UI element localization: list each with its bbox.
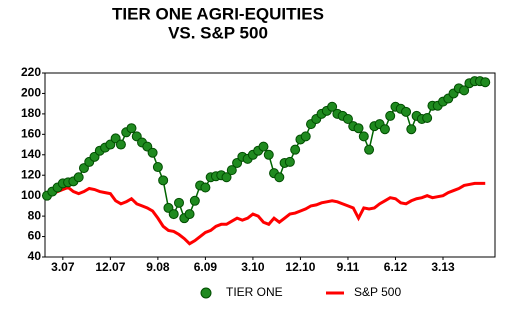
data-point [284,156,295,167]
data-point [290,144,301,155]
x-tick-label: 9.08 [146,260,170,274]
x-tick-label: 3.07 [51,260,75,274]
y-tick-label: 60 [28,229,42,243]
series-line [46,181,486,246]
data-point [115,139,126,150]
y-tick-label: 100 [21,188,41,202]
x-tick-label: 3.13 [431,260,455,274]
data-point [422,112,433,123]
data-point [184,209,195,220]
data-point [364,144,375,155]
x-tick-label: 6.09 [194,260,218,274]
chart-title: VS. S&P 500 [168,23,268,42]
data-point [168,209,179,220]
data-point [158,175,169,186]
data-point [480,77,491,88]
y-tick-label: 80 [28,208,42,222]
data-point [300,131,311,142]
data-point [126,123,137,134]
legend-label: S&P 500 [354,285,401,299]
data-point [385,110,396,121]
data-point [147,147,158,158]
data-point [189,195,200,206]
data-point [274,172,285,183]
x-tick-label: 6.12 [384,260,408,274]
x-tick-label: 12.10 [285,260,315,274]
data-point [406,124,417,135]
y-tick-label: 120 [21,167,41,181]
y-tick-label: 220 [21,65,41,79]
data-point [226,165,237,176]
x-tick-label: 12.07 [95,260,125,274]
data-point [327,101,338,112]
data-point [152,162,163,173]
y-tick-label: 160 [21,127,41,141]
data-point [221,172,232,183]
y-tick-label: 40 [28,249,42,263]
y-tick-label: 140 [21,147,41,161]
data-point [73,172,84,183]
data-point [263,149,274,160]
data-point [459,85,470,96]
data-point [379,124,390,135]
legend-marker [200,287,212,299]
y-tick-label: 200 [21,86,41,100]
data-point [342,114,353,124]
legend-label: TIER ONE [226,285,283,299]
x-tick-label: 3.10 [241,260,265,274]
chart-title: TIER ONE AGRI-EQUITIES [112,4,324,23]
data-point [258,141,269,152]
data-point [200,182,211,193]
y-tick-label: 180 [21,106,41,120]
data-point [358,131,369,142]
data-point [174,197,184,208]
x-tick-label: 9.11 [337,260,360,274]
data-point [353,123,364,134]
plot-frame [44,72,496,258]
data-point [401,106,412,117]
